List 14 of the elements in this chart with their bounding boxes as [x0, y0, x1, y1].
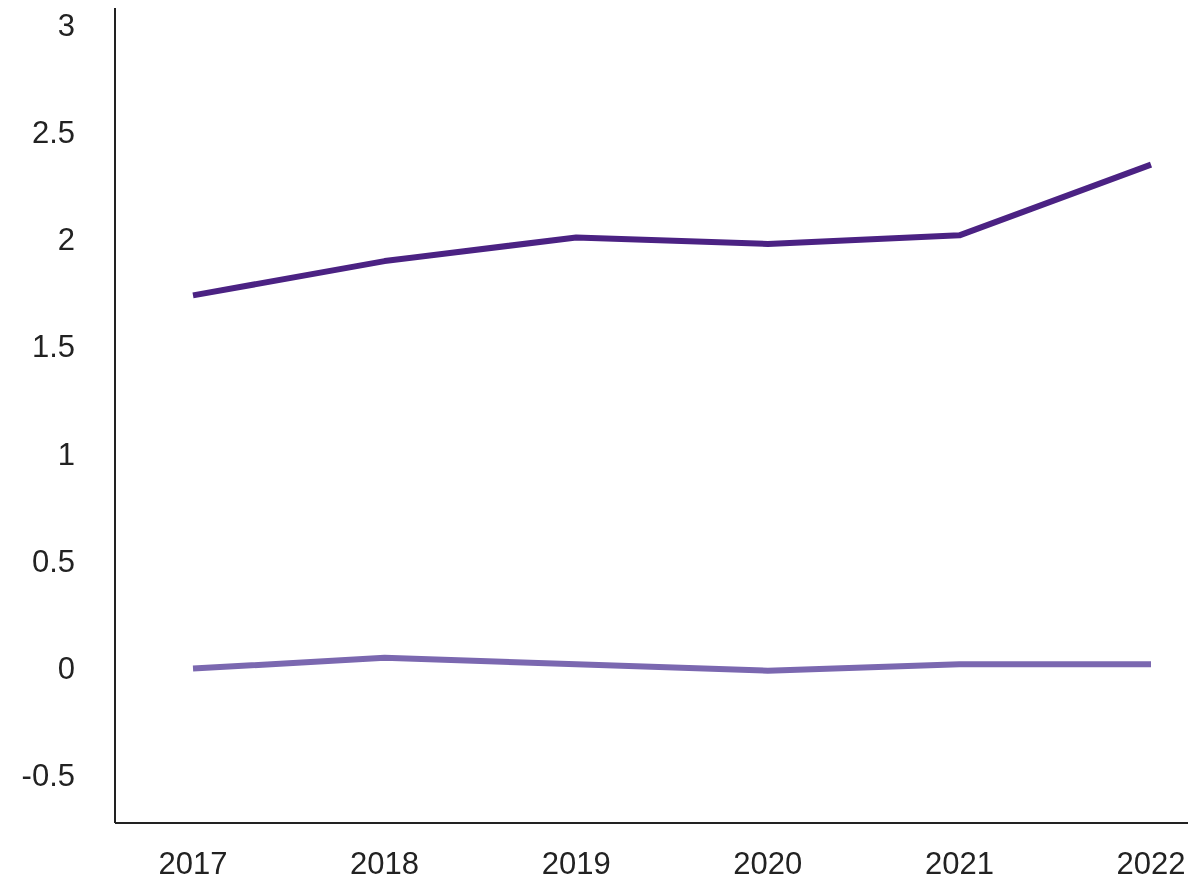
y-tick-label: 1	[57, 436, 75, 472]
x-tick-label: 2020	[733, 846, 803, 881]
x-tick-label: 2021	[924, 846, 994, 881]
y-tick-label: -0.5	[21, 758, 75, 794]
y-tick-label: 2.5	[31, 114, 75, 150]
y-tick-label: 2	[57, 222, 75, 258]
y-tick-label: 1.5	[31, 329, 75, 365]
y-tick-label: 0	[57, 651, 75, 687]
y-tick-label: 3	[57, 7, 75, 43]
y-tick-label: 0.5	[31, 543, 75, 579]
x-tick-label: 2017	[158, 846, 228, 881]
x-tick-label: 2022	[1116, 846, 1186, 881]
x-tick-label: 2018	[350, 846, 420, 881]
x-tick-label: 2019	[541, 846, 611, 881]
